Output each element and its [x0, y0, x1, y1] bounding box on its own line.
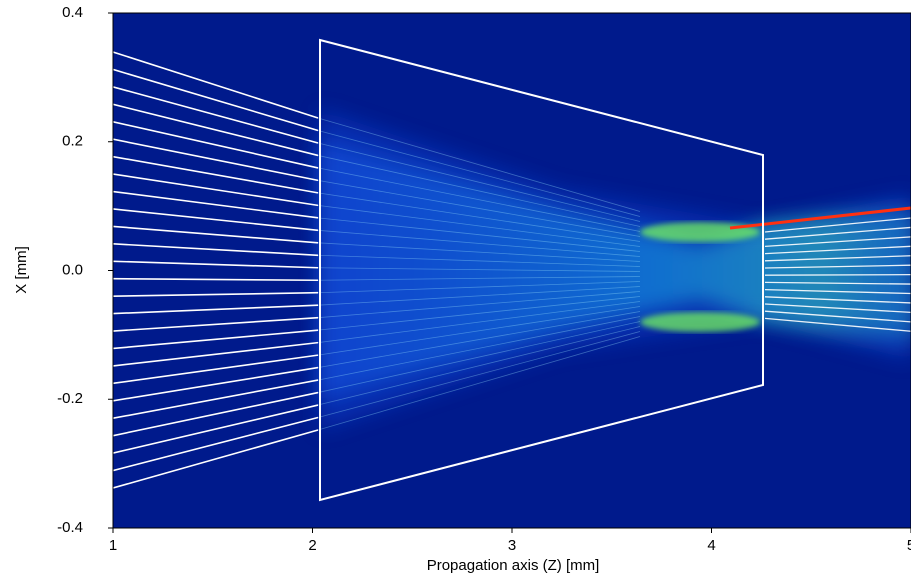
x-tick-label: 4: [707, 537, 715, 554]
ray-out: [764, 236, 911, 248]
ray-prism: [317, 267, 641, 272]
y-tick-label: 0.4: [62, 4, 83, 21]
ray-prism: [317, 217, 641, 252]
ray-prism: [317, 306, 641, 356]
ray-prism: [317, 130, 641, 217]
y-tick-label: -0.2: [57, 390, 83, 407]
ray-out: [764, 273, 911, 276]
ray-prism: [317, 286, 641, 306]
y-tick-label: -0.4: [57, 519, 83, 536]
ray-in: [113, 51, 319, 119]
ray-prism: [317, 242, 641, 262]
ray-prism: [317, 316, 641, 381]
ray-prism: [317, 117, 641, 212]
ray-prism: [317, 155, 641, 227]
rays: [113, 51, 911, 489]
ray-prism: [317, 276, 641, 281]
ray-prism: [317, 281, 641, 294]
ray-prism: [317, 204, 641, 247]
x-tick-label: 1: [109, 537, 117, 554]
ray-in: [113, 225, 319, 244]
ray-in: [113, 416, 319, 472]
ray-out: [764, 281, 911, 285]
ray-in: [113, 155, 319, 194]
y-tick-label: 0.0: [62, 261, 83, 278]
focus-upper: [640, 222, 760, 242]
x-tick-label: 2: [308, 537, 316, 554]
beam-halo: [320, 110, 911, 430]
ray-prism: [317, 336, 641, 431]
ray-out: [764, 317, 911, 332]
ray-in: [113, 138, 319, 182]
ray-prism: [317, 229, 641, 257]
ray-prism: [317, 167, 641, 232]
ray-prism: [317, 301, 641, 344]
y-axis-label: X [mm]: [13, 246, 30, 294]
ray-in: [113, 316, 319, 332]
ray-prism: [317, 326, 641, 406]
ray-out: [764, 303, 911, 314]
ray-in: [113, 429, 319, 489]
ray-prism: [317, 321, 641, 393]
ray-in: [113, 379, 319, 420]
ray-out: [764, 296, 911, 304]
hot-ray: [729, 206, 911, 230]
y-tick-label: 0.2: [62, 133, 83, 150]
ray-out: [764, 255, 911, 262]
ray-in: [113, 304, 319, 315]
prism-outline: [319, 38, 764, 502]
ray-in: [113, 354, 319, 385]
x-axis-label: Propagation axis (Z) [mm]: [427, 557, 600, 574]
ray-out: [764, 245, 911, 255]
ray-in: [113, 404, 319, 454]
ray-prism: [317, 311, 641, 368]
ray-in: [113, 341, 319, 367]
ray-in: [113, 68, 319, 132]
ray-in: [113, 260, 319, 269]
ray-prism: [317, 180, 641, 237]
ray-in: [113, 243, 319, 257]
focus-lower: [640, 312, 760, 332]
ray-in: [113, 329, 319, 350]
ray-out: [764, 226, 911, 240]
ray-out: [764, 310, 911, 323]
ray-prism: [317, 296, 641, 331]
ray-in: [113, 208, 319, 232]
ray-prism: [317, 142, 641, 222]
ray-in: [113, 173, 319, 207]
ray-in: [113, 190, 319, 219]
ray-out: [764, 288, 911, 295]
ray-in: [113, 291, 319, 297]
ray-prism: [317, 331, 641, 418]
x-tick-label: 3: [508, 537, 516, 554]
ray-in: [113, 391, 319, 437]
ray-prism: [317, 254, 641, 267]
ray-in: [113, 103, 319, 157]
ray-prism: [317, 192, 641, 242]
field-image: [113, 13, 911, 528]
ray-out: [764, 217, 911, 233]
ray-prism: [317, 291, 641, 319]
ray-in: [113, 120, 319, 169]
x-tick-label: 5: [907, 537, 911, 554]
ray-in: [113, 277, 319, 282]
ray-in: [113, 366, 319, 402]
ray-out: [764, 264, 911, 269]
ray-in: [113, 86, 319, 144]
